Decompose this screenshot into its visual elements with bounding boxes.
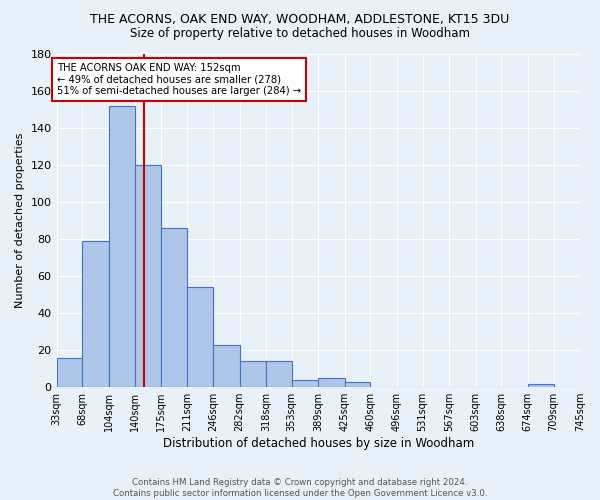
Bar <box>82 241 109 387</box>
Bar <box>56 358 82 387</box>
Bar <box>528 384 554 387</box>
Bar <box>345 382 370 387</box>
Bar <box>266 362 292 387</box>
Text: THE ACORNS OAK END WAY: 152sqm
← 49% of detached houses are smaller (278)
51% of: THE ACORNS OAK END WAY: 152sqm ← 49% of … <box>57 64 301 96</box>
Text: Size of property relative to detached houses in Woodham: Size of property relative to detached ho… <box>130 28 470 40</box>
X-axis label: Distribution of detached houses by size in Woodham: Distribution of detached houses by size … <box>163 437 474 450</box>
Bar <box>213 344 239 387</box>
Bar <box>239 362 266 387</box>
Text: THE ACORNS, OAK END WAY, WOODHAM, ADDLESTONE, KT15 3DU: THE ACORNS, OAK END WAY, WOODHAM, ADDLES… <box>91 12 509 26</box>
Bar <box>109 106 135 387</box>
Bar <box>135 165 161 387</box>
Text: Contains HM Land Registry data © Crown copyright and database right 2024.
Contai: Contains HM Land Registry data © Crown c… <box>113 478 487 498</box>
Bar <box>292 380 318 387</box>
Bar <box>318 378 345 387</box>
Bar <box>161 228 187 387</box>
Bar <box>187 287 213 387</box>
Y-axis label: Number of detached properties: Number of detached properties <box>15 133 25 308</box>
